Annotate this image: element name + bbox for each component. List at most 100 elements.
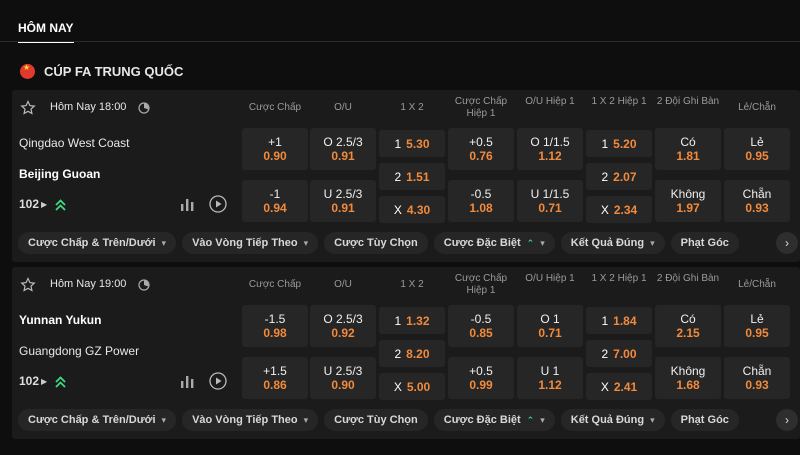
chip-next-round[interactable]: Vào Vòng Tiếp Theo ▾ (182, 232, 319, 254)
play-video-icon[interactable] (209, 195, 227, 213)
odds-cell[interactable]: U 1 1.12 (517, 357, 583, 399)
odds-cell[interactable]: X 2.41 (586, 373, 652, 400)
odds-cell[interactable]: -1.5 0.98 (242, 305, 308, 347)
odds-cell[interactable]: 2 8.20 (379, 340, 445, 367)
odds-cell[interactable]: +1 0.90 (242, 128, 308, 170)
market-chips: Cược Chấp & Trên/Dưới ▾ Vào Vòng Tiếp The… (18, 409, 800, 431)
odds-cell[interactable]: Chẵn 0.93 (724, 180, 790, 222)
col-header-1x2: 1 X 2 (400, 102, 424, 113)
odds-cell[interactable]: Chẵn 0.93 (724, 357, 790, 399)
away-team: Beijing Guoan (19, 167, 101, 181)
chip-handicap-ou[interactable]: Cược Chấp & Trên/Dưới ▾ (18, 232, 177, 254)
favorite-star-icon[interactable] (20, 277, 36, 293)
odds-cell[interactable]: 1 1.84 (586, 307, 652, 334)
home-team: Qingdao West Coast (19, 136, 130, 150)
chip-scroll-right-icon[interactable]: › (776, 409, 798, 431)
chip-correct-score[interactable]: Kết Quả Đúng ▾ (560, 409, 665, 431)
odds-cell[interactable]: Lẻ 0.95 (724, 305, 790, 347)
odds-cell[interactable]: 1 1.32 (379, 307, 445, 334)
home-team: Yunnan Yukun (19, 313, 102, 327)
col-header-ou: O/U (334, 102, 352, 113)
odds-cell[interactable]: 1 5.30 (379, 130, 445, 157)
market-count: 102 (19, 374, 40, 388)
kickoff-time: Hôm Nay 18:00 (50, 101, 127, 113)
odds-cell[interactable]: -0.5 1.08 (448, 180, 514, 222)
odds-cell[interactable]: +1.5 0.86 (242, 357, 308, 399)
col-header-handicap: Cược Chấp (248, 102, 302, 113)
match-header: Hôm Nay 18:00 Cược Chấp O/U 1 X 2 Cược C… (12, 90, 800, 126)
divider (0, 41, 800, 42)
odds-cell[interactable]: +0.5 0.99 (448, 357, 514, 399)
odds-cell[interactable]: Không 1.68 (655, 357, 721, 399)
odds-cell[interactable]: X 4.30 (379, 196, 445, 223)
chip-custom-bet[interactable]: Cược Tùy Chọn (324, 232, 428, 254)
more-markets-count[interactable]: 102 ▶ (19, 374, 47, 388)
market-count: 102 (19, 197, 40, 211)
play-video-icon[interactable] (209, 372, 227, 390)
col-header-handicap-h1: Cược Chấp Hiệp 1 (454, 96, 508, 119)
today-tab[interactable]: HÔM NAY (18, 21, 74, 43)
china-flag-icon (20, 63, 35, 79)
away-team: Guangdong GZ Power (19, 344, 140, 358)
chip-custom-bet[interactable]: Cược Tùy Chọn (324, 409, 428, 431)
caret-right-icon: ▶ (41, 199, 48, 209)
odds-cell[interactable]: X 5.00 (379, 373, 445, 400)
col-header-odd-even: Lẻ/Chẵn (738, 102, 776, 113)
chevron-down-icon: ▾ (540, 237, 545, 248)
chip-handicap-ou[interactable]: Cược Chấp & Trên/Dưới ▾ (18, 409, 177, 431)
chevron-down-icon: ▾ (540, 414, 545, 425)
odds-cell[interactable]: O 1 0.71 (517, 305, 583, 347)
odds-cell[interactable]: O 2.5/3 0.92 (310, 305, 376, 347)
odds-cell[interactable]: 2 2.07 (586, 163, 652, 190)
odds-cell[interactable]: +0.5 0.76 (448, 128, 514, 170)
chip-corners[interactable]: Phạt Góc (670, 232, 739, 254)
chip-next-round[interactable]: Vào Vòng Tiếp Theo ▾ (182, 409, 319, 431)
chevron-down-icon: ▾ (650, 237, 655, 248)
col-header-1x2: 1 X 2 (400, 279, 424, 290)
more-markets-count[interactable]: 102 ▶ (19, 197, 47, 211)
odds-cell[interactable]: U 2.5/3 0.91 (310, 180, 376, 222)
chip-corners[interactable]: Phạt Góc (670, 409, 739, 431)
odds-cell[interactable]: 1 5.20 (586, 130, 652, 157)
col-header-1x2-h1: 1 X 2 Hiệp 1 (591, 96, 647, 107)
col-header-handicap-h1: Cược Chấp Hiệp 1 (454, 273, 508, 296)
odds-cell[interactable]: 2 1.51 (379, 163, 445, 190)
odds-cell[interactable]: O 2.5/3 0.91 (310, 128, 376, 170)
odds-cell[interactable]: U 2.5/3 0.90 (310, 357, 376, 399)
live-stats-icon[interactable] (138, 279, 150, 291)
match-card: Hôm Nay 19:00 Cược Chấp O/U 1 X 2 Cược C… (12, 267, 800, 439)
odds-cell[interactable]: U 1/1.5 0.71 (517, 180, 583, 222)
chevron-down-icon: ▾ (303, 237, 309, 248)
odds-cell[interactable]: Có 1.81 (655, 128, 721, 170)
col-header-ou: O/U (334, 279, 352, 290)
col-header-ou-h1: O/U Hiệp 1 (525, 96, 575, 107)
odds-cell[interactable]: -0.5 0.85 (448, 305, 514, 347)
favorite-star-icon[interactable] (20, 100, 36, 116)
caret-right-icon: ▶ (41, 376, 48, 386)
odds-cell[interactable]: -1 0.94 (242, 180, 308, 222)
col-header-btts: 2 Đội Ghi Bàn (656, 273, 720, 284)
chip-correct-score[interactable]: Kết Quả Đúng ▾ (560, 232, 665, 254)
col-header-odd-even: Lẻ/Chẵn (738, 279, 776, 290)
trending-up-icon: ⌃ (526, 237, 535, 248)
odds-cell[interactable]: 2 7.00 (586, 340, 652, 367)
live-stats-icon[interactable] (138, 102, 150, 114)
col-header-handicap: Cược Chấp (248, 279, 302, 290)
chevron-down-icon: ▾ (161, 414, 167, 425)
odds-cell[interactable]: X 2.34 (586, 196, 652, 223)
col-header-btts: 2 Đội Ghi Bàn (656, 96, 720, 107)
odds-cell[interactable]: Không 1.97 (655, 180, 721, 222)
chip-special-bet[interactable]: Cược Đặc Biệt ⌃ ▾ (433, 409, 555, 431)
trending-up-icon: ⌃ (526, 414, 535, 425)
odds-cell[interactable]: Có 2.15 (655, 305, 721, 347)
odds-cell[interactable]: O 1/1.5 1.12 (517, 128, 583, 170)
col-header-ou-h1: O/U Hiệp 1 (525, 273, 575, 284)
odds-cell[interactable]: Lẻ 0.95 (724, 128, 790, 170)
league-header: CÚP FA TRUNG QUỐC (20, 62, 183, 80)
trending-up-icon (55, 199, 66, 211)
stats-chart-icon[interactable] (180, 197, 196, 211)
chip-special-bet[interactable]: Cược Đặc Biệt ⌃ ▾ (433, 232, 555, 254)
stats-chart-icon[interactable] (180, 374, 196, 388)
chip-scroll-right-icon[interactable]: › (776, 232, 798, 254)
chevron-down-icon: ▾ (161, 237, 167, 248)
